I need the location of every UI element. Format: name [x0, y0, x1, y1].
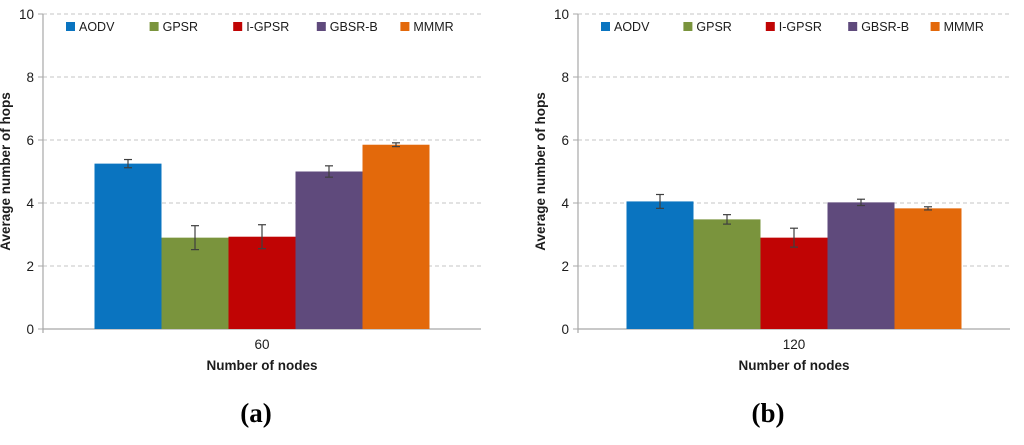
- error-bar-mmmr: [924, 206, 932, 211]
- bar-gpsr: [161, 237, 229, 329]
- legend-swatch-aodv-icon: [66, 22, 75, 31]
- legend-swatch-i-gpsr-icon: [765, 22, 775, 31]
- legend-item-aodv: AODV: [66, 20, 115, 34]
- bar-aodv: [626, 201, 694, 329]
- legend-swatch-gpsr-icon: [683, 22, 693, 31]
- legend-swatch-gbsr-b-icon: [848, 22, 858, 31]
- y-axis-title: Average number of hops: [0, 92, 13, 251]
- error-bar-aodv: [656, 193, 664, 209]
- y-tick-label-4: 4: [561, 196, 569, 211]
- error-bar-gbsr-b: [325, 165, 333, 178]
- legend-label-gpsr: GPSR: [163, 20, 198, 34]
- bar-gbsr-b: [295, 171, 363, 329]
- legend-item-i-gpsr: I-GPSR: [765, 20, 822, 34]
- legend-label-mmmr: MMMR: [944, 20, 984, 34]
- legend-swatch-aodv-icon: [601, 22, 610, 31]
- legend-item-mmmr: MMMR: [930, 20, 984, 34]
- y-tick-label-0: 0: [26, 322, 34, 337]
- legend-label-gbsr-b: GBSR-B: [861, 20, 909, 34]
- bar-chart-a: 0 2 4 6 8 10 AODV GPSR I-GPSR GBSR-B MMMR 60 Number …: [0, 7, 481, 373]
- bar-gpsr: [693, 219, 761, 329]
- y-tick-label-8: 8: [26, 70, 34, 85]
- legend-item-gbsr-b: GBSR-B: [316, 20, 378, 34]
- legend-label-gbsr-b: GBSR-B: [330, 20, 378, 34]
- legend-item-gpsr: GPSR: [683, 20, 732, 34]
- error-bar-i-gpsr: [258, 224, 266, 250]
- y-tick-label-2: 2: [26, 259, 34, 274]
- legend-swatch-gbsr-b-icon: [316, 22, 326, 31]
- bar-i-gpsr: [760, 237, 828, 329]
- y-tick-label-6: 6: [26, 133, 34, 148]
- legend-item-gpsr: GPSR: [149, 20, 198, 34]
- legend-item-aodv: AODV: [601, 20, 650, 34]
- error-bar-aodv: [124, 158, 132, 169]
- legend-swatch-mmmr-icon: [930, 22, 940, 31]
- panel-caption-a: (a): [240, 398, 272, 428]
- y-tick-label-6: 6: [561, 133, 569, 148]
- x-category-label: 120: [783, 337, 806, 352]
- y-tick-label-2: 2: [561, 259, 569, 274]
- y-tick-label-10: 10: [19, 7, 34, 22]
- legend-label-i-gpsr: I-GPSR: [246, 20, 289, 34]
- legend-label-aodv: AODV: [614, 20, 650, 34]
- y-tick-label-0: 0: [561, 322, 569, 337]
- bar-aodv: [94, 163, 162, 329]
- bar-chart-b: 0 2 4 6 8 10 AODV GPSR I-GPSR GBSR-B MMMR 120 Number…: [533, 7, 1010, 373]
- x-axis-title: Number of nodes: [738, 358, 849, 373]
- bar-mmmr: [362, 144, 430, 329]
- bar-mmmr: [894, 208, 962, 329]
- error-bar-gpsr: [723, 214, 731, 225]
- y-tick-label-10: 10: [554, 7, 569, 22]
- error-bar-mmmr: [392, 142, 400, 148]
- chart-panel-b: 0 2 4 6 8 10 AODV GPSR I-GPSR GBSR-B MMMR 120 Number…: [512, 0, 1024, 445]
- y-tick-label-8: 8: [561, 70, 569, 85]
- y-tick-label-4: 4: [26, 196, 34, 211]
- x-axis-title: Number of nodes: [206, 358, 317, 373]
- error-bar-i-gpsr: [790, 227, 798, 248]
- bar-i-gpsr: [228, 236, 296, 329]
- legend-swatch-mmmr-icon: [400, 22, 410, 31]
- legend-label-i-gpsr: I-GPSR: [779, 20, 822, 34]
- chart-panel-a: 0 2 4 6 8 10 AODV GPSR I-GPSR GBSR-B MMMR 60 Number …: [0, 7, 481, 428]
- error-bar-gbsr-b: [857, 198, 865, 207]
- bar-gbsr-b: [827, 202, 895, 329]
- legend-item-gbsr-b: GBSR-B: [848, 20, 909, 34]
- error-bar-gpsr: [191, 225, 199, 251]
- legend-swatch-gpsr-icon: [149, 22, 159, 31]
- legend-label-gpsr: GPSR: [696, 20, 731, 34]
- panel-caption-b: (b): [751, 398, 785, 428]
- x-category-label: 60: [254, 337, 269, 352]
- legend-swatch-i-gpsr-icon: [233, 22, 243, 31]
- legend-item-mmmr: MMMR: [400, 20, 454, 34]
- y-axis-title: Average number of hops: [533, 92, 548, 251]
- legend-label-aodv: AODV: [79, 20, 115, 34]
- legend-item-i-gpsr: I-GPSR: [233, 20, 289, 34]
- legend-label-mmmr: MMMR: [413, 20, 453, 34]
